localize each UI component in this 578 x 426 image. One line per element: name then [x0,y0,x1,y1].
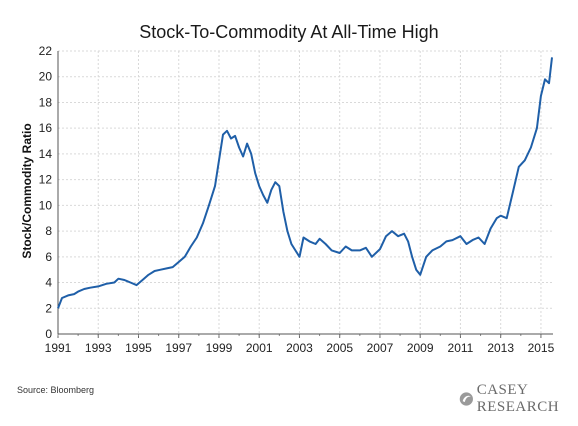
x-tick-label: 2003 [286,341,313,355]
y-tick-label: 4 [45,276,52,290]
y-axis-title: Stock/Commodity Ratio [20,123,34,258]
x-tick-label: 2007 [367,341,394,355]
y-tick-label: 14 [39,147,53,161]
x-tick-label: 1991 [45,341,72,355]
series-group [57,57,553,309]
y-tick-label: 10 [39,198,53,212]
y-tick-label: 6 [45,250,52,264]
y-tick-labels: 0 2 4 6 8 10 12 14 16 18 20 22 [39,44,53,341]
source-note: Source: Bloomberg [17,385,95,395]
logo-mark-icon [459,392,473,406]
x-tick-label: 2009 [407,341,434,355]
x-tick-label: 2005 [326,341,353,355]
x-tick-label: 2001 [246,341,273,355]
x-tick-labels: 1991 1993 1995 1997 1999 2001 2003 2005 2007 2009… [45,341,555,355]
y-tick-label: 16 [39,121,53,135]
y-tick-label: 18 [39,95,53,109]
x-tick-label: 2013 [487,341,514,355]
x-tick-label: 2015 [528,341,555,355]
casey-research-logo: CASEY RESEARCH [459,382,578,415]
y-tick-label: 8 [45,224,52,238]
axes [57,51,553,338]
series-line [57,57,553,309]
logo-text: CASEY RESEARCH [476,382,560,415]
y-tick-label: 0 [45,327,52,341]
x-tick-label: 1997 [165,341,192,355]
y-tick-label: 2 [45,301,52,315]
chart-title: Stock-To-Commodity At All-Time High [139,22,438,42]
x-tick-label: 2011 [448,341,474,355]
x-tick-label: 1993 [85,341,112,355]
grid [57,50,553,334]
y-tick-label: 20 [39,70,53,84]
y-tick-label: 12 [39,173,53,187]
x-tick-label: 1995 [125,341,152,355]
x-tick-label: 1999 [206,341,233,355]
y-tick-label: 22 [39,44,53,58]
